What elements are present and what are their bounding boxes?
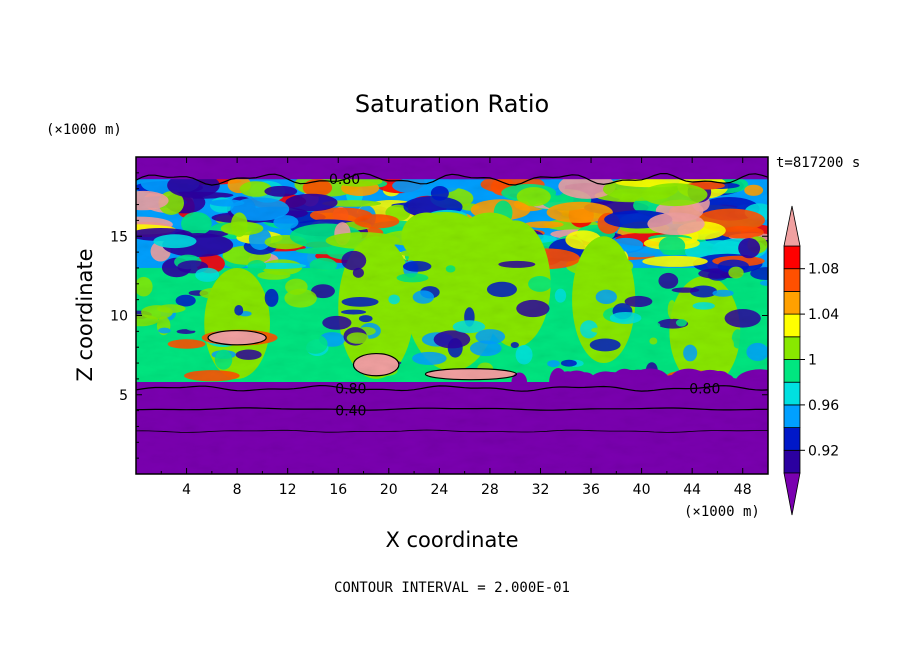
colorbar-over-triangle: [783, 205, 801, 247]
x-tick-label: 28: [481, 482, 499, 498]
y-axis-ticks: 5 10 15: [110, 172, 768, 459]
x-tick-label: 32: [532, 482, 550, 498]
colorbar-segment: [783, 404, 801, 428]
x-tick-label: 4: [182, 482, 191, 498]
time-label: t=817200 s: [776, 155, 860, 171]
contour-label: 0.80: [335, 381, 366, 397]
texture-overlay: [136, 157, 768, 474]
colorbar-segment: [783, 313, 801, 338]
chart-title: Saturation Ratio: [355, 90, 549, 118]
x-tick-label: 48: [734, 482, 752, 498]
x-tick-label: 24: [430, 482, 448, 498]
colorbar-segment: [783, 290, 801, 315]
x-tick-label: 20: [380, 482, 398, 498]
contour-loop: [207, 329, 267, 346]
colorbar-segment: [783, 268, 801, 292]
x-tick-label: 8: [233, 482, 242, 498]
x-tick-label: 16: [329, 482, 347, 498]
footer-note: CONTOUR INTERVAL = 2.000E-01: [334, 580, 570, 596]
y-tick-label: 15: [110, 229, 128, 245]
colorbar-tick-label: 1.08: [808, 262, 839, 278]
contour-label: 0.80: [329, 172, 360, 188]
contour-label: 0.40: [335, 404, 366, 420]
y-units-label: (×1000 m): [46, 122, 122, 138]
x-tick-label: 36: [582, 482, 600, 498]
y-tick-label: 10: [110, 309, 128, 325]
contour-label: 0.80: [689, 381, 720, 397]
colorbar-segment: [783, 245, 801, 270]
plot-area: [136, 157, 768, 474]
contour-line-upper: [136, 172, 768, 186]
x-tick-label: 44: [683, 482, 701, 498]
x-units-label: (×1000 m): [684, 504, 760, 520]
x-tick-label: 40: [633, 482, 651, 498]
x-tick-label: 12: [279, 482, 297, 498]
colorbar-tick-label: 1: [808, 353, 817, 369]
contour-layer: [136, 172, 768, 433]
colorbar-tick-label: 1.04: [808, 307, 839, 323]
colorbar-under-triangle: [783, 472, 801, 516]
colorbar-segment: [783, 336, 801, 360]
colorbar-tick-label: 0.92: [808, 443, 839, 459]
y-tick-label: 5: [119, 388, 128, 404]
colorbar-segment: [783, 381, 801, 406]
contour-line-low: [136, 429, 768, 433]
x-axis-ticks: 4 8 12 16 20 24 28 32 36 40 44 48: [160, 157, 752, 498]
contour-loop: [352, 352, 400, 377]
y-axis-label: Z coordinate: [73, 248, 97, 381]
contour-loop: [424, 367, 518, 381]
contour-line-040: [136, 407, 768, 411]
x-axis-label: X coordinate: [385, 528, 518, 552]
colorbar-tick-label: 0.96: [808, 398, 839, 414]
colorbar-segment: [783, 449, 801, 474]
colorbar-segment: [783, 427, 801, 451]
contour-labels: 0.80 0.80 0.80 0.40: [329, 172, 720, 419]
colorbar: 0.92 0.96 1 1.04 1.08: [783, 205, 839, 516]
colorbar-segment: [783, 359, 801, 383]
contour-line-lower: [136, 384, 768, 392]
